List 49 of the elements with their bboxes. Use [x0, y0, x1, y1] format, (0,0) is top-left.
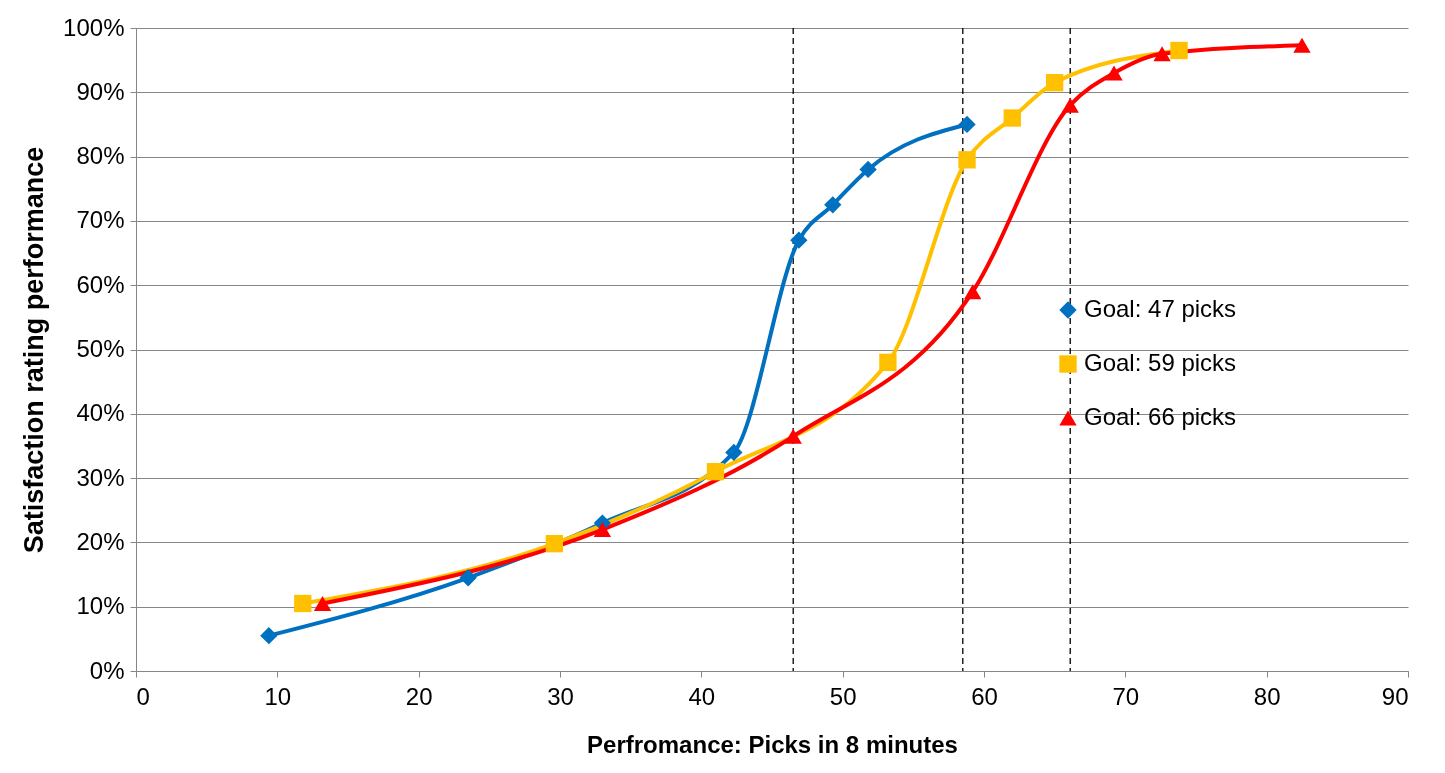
- y-tick-label: 40%: [76, 399, 125, 427]
- y-tick-label: 60%: [76, 270, 125, 298]
- point: [1153, 46, 1171, 62]
- y-tick-label: 80%: [76, 142, 125, 170]
- point: [545, 535, 564, 553]
- point: [784, 428, 802, 444]
- y-axis-title: Satisfaction rating performance: [19, 146, 50, 554]
- x-axis-title: Perfromance: Picks in 8 minutes: [587, 730, 958, 758]
- point: [1105, 65, 1123, 81]
- x-tick-label: 30: [547, 682, 574, 710]
- point: [593, 522, 612, 538]
- x-tick-label: 10: [264, 682, 292, 710]
- x-tick-label: 20: [405, 682, 433, 710]
- point: [859, 160, 877, 179]
- point: [958, 151, 976, 169]
- legend-label: Goal: 47 picks: [1084, 295, 1237, 322]
- y-tick-label: 100%: [63, 13, 125, 41]
- point: [879, 353, 897, 372]
- y-tick-label: 10%: [76, 592, 125, 620]
- x-tick-label: 80: [1253, 682, 1281, 710]
- y-tick-label: 20%: [76, 527, 125, 555]
- x-tick-label: 70: [1112, 682, 1140, 710]
- y-tick-label: 90%: [76, 77, 125, 105]
- point: [1046, 73, 1064, 92]
- legend-label: Goal: 59 picks: [1084, 349, 1237, 376]
- x-tick-label: 40: [688, 682, 716, 710]
- point: [964, 284, 982, 300]
- y-tick-label: 50%: [76, 335, 125, 362]
- y-tick-label: 70%: [76, 206, 125, 234]
- y-tick-label: 0%: [89, 656, 125, 684]
- point: [824, 196, 842, 214]
- x-tick-label: 60: [971, 682, 998, 710]
- point: [790, 231, 808, 249]
- point: [1003, 109, 1021, 127]
- point: [294, 594, 312, 613]
- point: [260, 626, 278, 645]
- point: [1170, 41, 1188, 60]
- point: [1293, 37, 1311, 53]
- point: [459, 569, 477, 587]
- x-tick-label: 50: [829, 682, 857, 710]
- point: [313, 595, 332, 611]
- point: [706, 463, 725, 481]
- point: [725, 443, 743, 462]
- x-tick-label: 90: [1381, 682, 1409, 710]
- point: [1061, 97, 1079, 113]
- legend-label: Goal: 66 picks: [1084, 403, 1237, 430]
- point: [958, 115, 976, 134]
- y-tick-label: 30%: [76, 463, 125, 491]
- x-tick-label: 0: [136, 682, 150, 710]
